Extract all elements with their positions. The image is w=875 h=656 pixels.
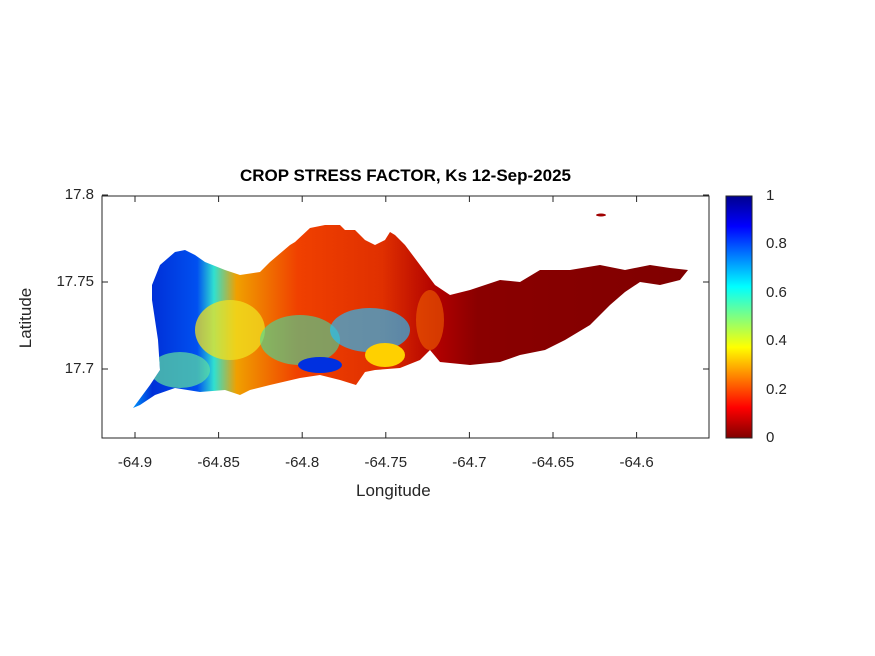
small-islet xyxy=(596,213,606,217)
colorbar-tick-label: 0.2 xyxy=(766,380,787,398)
y-tick-label: 17.75 xyxy=(56,273,94,290)
colorbar-tick-label: 0.8 xyxy=(766,235,787,253)
patch xyxy=(330,308,410,352)
y-tick-label: 17.8 xyxy=(64,186,94,203)
x-tick-label: -64.75 xyxy=(364,454,408,471)
patch xyxy=(416,290,444,350)
x-tick-label: -64.85 xyxy=(197,454,240,471)
colorbar-tick-label: 0 xyxy=(766,429,775,446)
colorbar-tick-label: 1 xyxy=(766,187,775,204)
colorbar-tick-label: 0.6 xyxy=(766,283,787,301)
stress-patches xyxy=(150,290,444,388)
x-tick-label: -64.9 xyxy=(117,454,153,471)
x-tick-label: -64.8 xyxy=(285,454,320,471)
chart-title: CROP STRESS FACTOR, Ks 12-Sep-2025 xyxy=(240,166,571,185)
x-tick-label: -64.65 xyxy=(531,454,575,471)
x-tick-label: -64.7 xyxy=(452,454,487,471)
patch xyxy=(260,315,340,365)
patch xyxy=(298,357,342,373)
patch xyxy=(195,300,265,360)
patch xyxy=(150,352,210,388)
colorbar xyxy=(725,195,753,439)
patch xyxy=(365,343,405,367)
island-shape xyxy=(133,225,688,408)
y-axis-label: Latitude xyxy=(16,287,35,349)
colorbar-tick-label: 0.4 xyxy=(766,332,787,350)
island-map xyxy=(133,213,688,408)
x-axis-label: Longitude xyxy=(356,481,431,500)
y-tick-label: 17.7 xyxy=(64,360,94,377)
x-tick-label: -64.6 xyxy=(619,454,654,471)
